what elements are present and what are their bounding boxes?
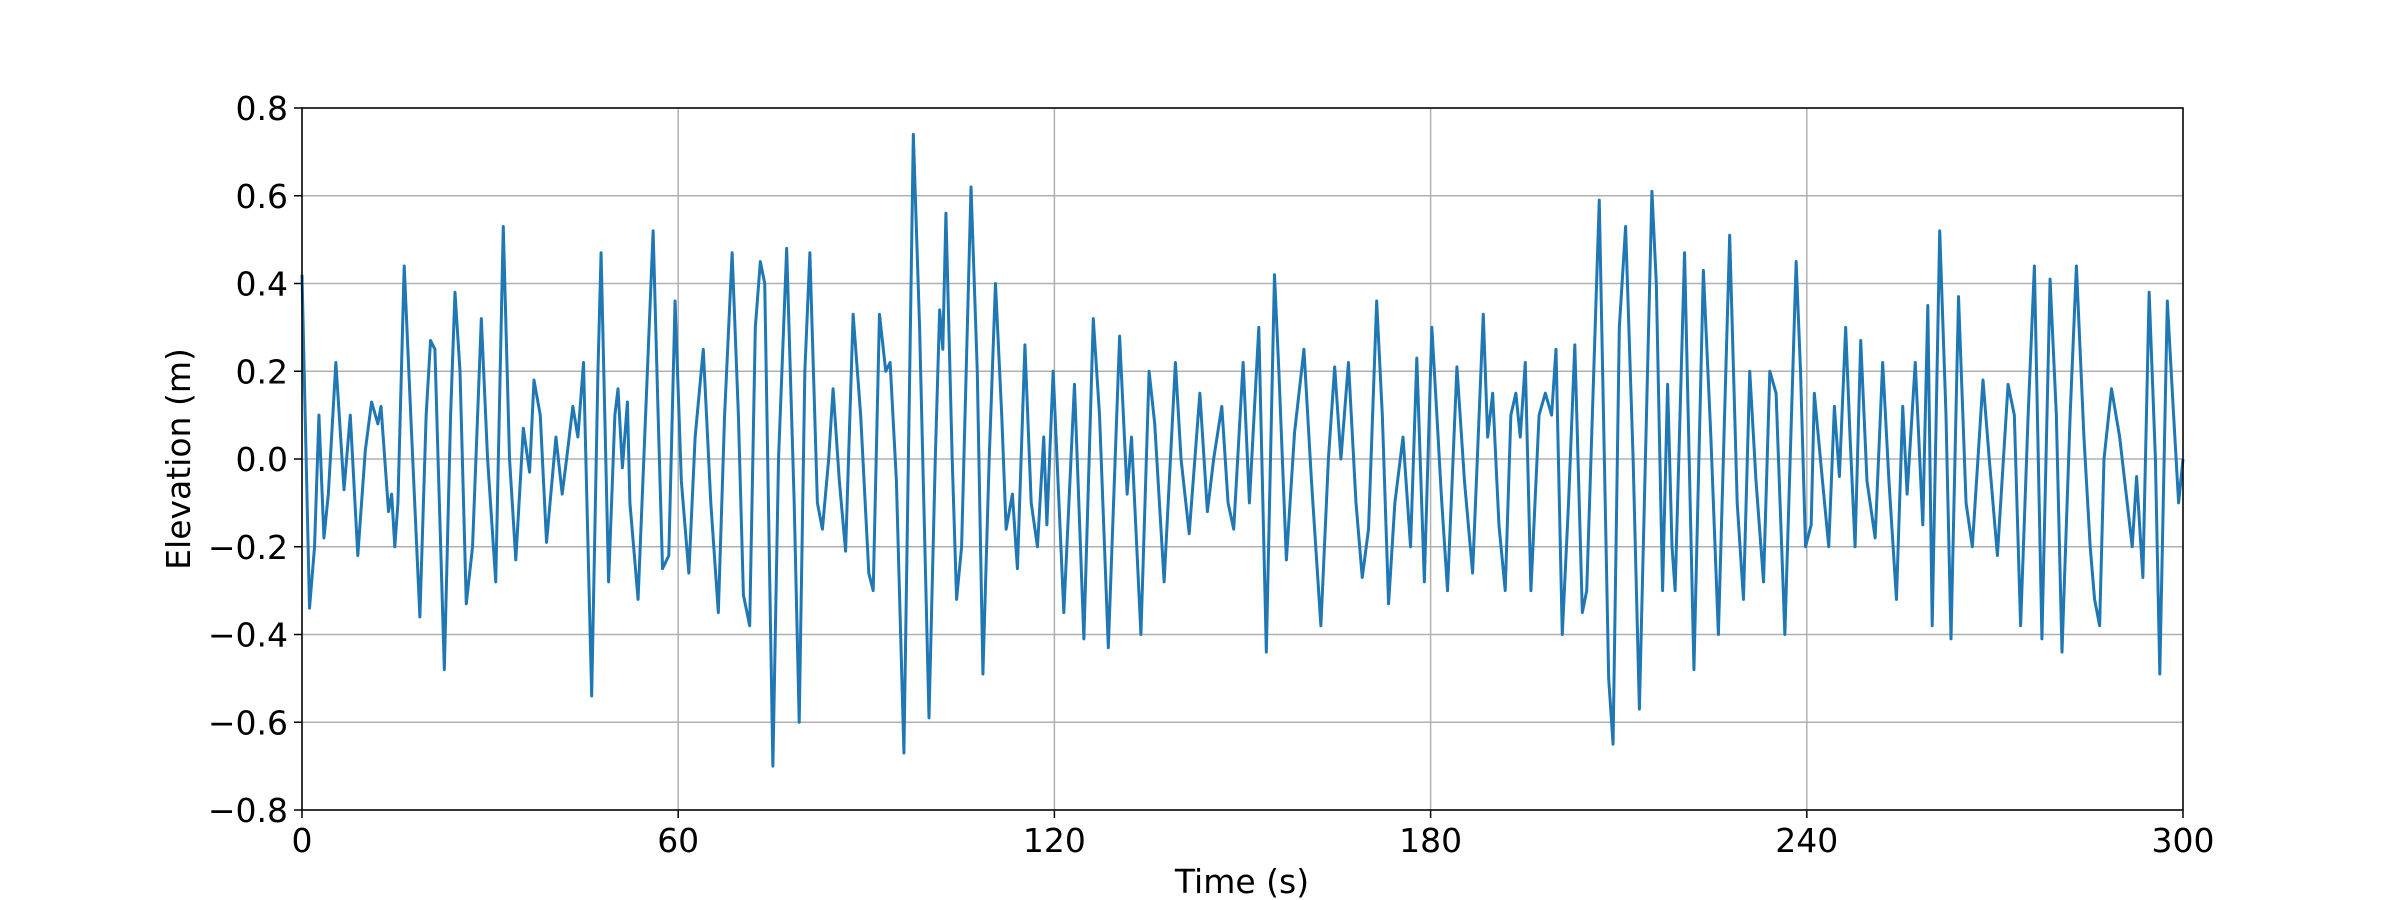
x-tick-label: 240 — [1775, 821, 1838, 860]
y-tick-label: −0.8 — [208, 791, 288, 830]
y-tick-label: 0.0 — [236, 440, 288, 479]
y-tick-label: 0.2 — [236, 352, 288, 391]
y-tick-label: 0.8 — [236, 89, 288, 128]
x-tick-label: 180 — [1399, 821, 1462, 860]
y-tick-label: 0.4 — [236, 265, 288, 304]
data-line — [300, 132, 2185, 768]
y-tick-label: −0.6 — [208, 703, 288, 742]
x-tick-label: 0 — [292, 821, 313, 860]
x-tick-label: 300 — [2152, 821, 2215, 860]
y-axis-label: Elevation (m) — [159, 348, 198, 570]
y-tick-label: −0.2 — [208, 528, 288, 567]
x-tick-label: 120 — [1023, 821, 1086, 860]
y-tick-label: 0.6 — [236, 177, 288, 216]
plot-frame — [301, 107, 2184, 811]
y-tick-label: −0.4 — [208, 616, 288, 655]
x-axis-label: Time (s) — [1174, 862, 1309, 900]
x-tick-label: 60 — [657, 821, 699, 860]
